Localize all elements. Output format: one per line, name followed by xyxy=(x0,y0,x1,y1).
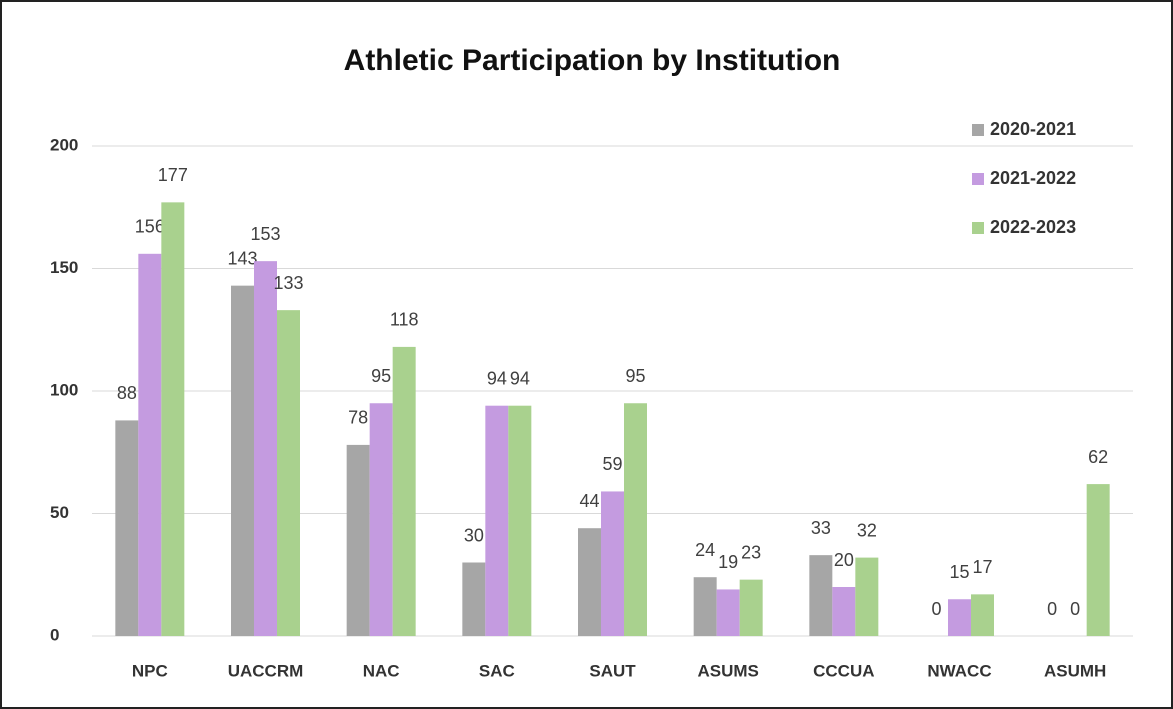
x-tick-label: CCCUA xyxy=(813,661,874,680)
data-label: 17 xyxy=(972,557,992,577)
bar xyxy=(485,405,509,636)
bar xyxy=(809,555,833,636)
data-label: 95 xyxy=(371,366,391,386)
y-tick-label: 50 xyxy=(50,503,69,522)
bar xyxy=(578,528,601,636)
bar xyxy=(693,577,717,636)
x-tick-label: NAC xyxy=(363,661,400,680)
chart-title: Athletic Participation by Institution xyxy=(344,44,841,77)
y-tick-label: 150 xyxy=(50,258,78,277)
y-tick-label: 100 xyxy=(50,380,78,399)
legend-swatch xyxy=(972,222,984,234)
data-label: 78 xyxy=(348,408,368,428)
bar xyxy=(601,491,624,636)
bar xyxy=(462,562,486,636)
data-label: 0 xyxy=(931,599,941,619)
bar xyxy=(948,599,971,636)
data-label: 0 xyxy=(1070,599,1080,619)
bar xyxy=(716,589,740,636)
data-label: 156 xyxy=(135,217,165,237)
legend-label: 2022-2023 xyxy=(990,217,1076,237)
data-label: 153 xyxy=(250,224,280,244)
x-tick-label: SAC xyxy=(479,661,515,680)
bar xyxy=(739,579,763,636)
data-label: 59 xyxy=(602,454,622,474)
data-label: 0 xyxy=(1047,599,1057,619)
data-label: 133 xyxy=(273,273,303,293)
legend-swatch xyxy=(972,173,984,185)
data-label: 20 xyxy=(834,550,854,570)
bar xyxy=(346,444,370,636)
bar xyxy=(971,594,994,636)
x-tick-label: UACCRM xyxy=(228,661,304,680)
bar xyxy=(277,310,300,636)
bar xyxy=(161,202,185,636)
legend-label: 2021-2022 xyxy=(990,168,1076,188)
data-label: 94 xyxy=(487,368,507,388)
x-tick-label: ASUMH xyxy=(1044,661,1106,680)
data-label: 118 xyxy=(390,310,419,330)
x-tick-label: ASUMS xyxy=(697,661,758,680)
x-tick-label: SAUT xyxy=(589,661,636,680)
data-label: 32 xyxy=(857,520,877,540)
data-label: 95 xyxy=(625,366,645,386)
data-label: 94 xyxy=(510,368,530,388)
data-label: 33 xyxy=(811,518,831,538)
data-label: 177 xyxy=(158,165,188,185)
data-label: 88 xyxy=(117,383,137,403)
data-label: 24 xyxy=(695,540,715,560)
data-label: 23 xyxy=(741,542,761,562)
data-label: 30 xyxy=(464,525,484,545)
legend-label: 2020-2021 xyxy=(990,119,1076,139)
x-tick-label: NWACC xyxy=(927,661,991,680)
legend-swatch xyxy=(972,124,984,136)
data-label: 44 xyxy=(579,491,599,511)
data-label: 15 xyxy=(949,562,969,582)
bar xyxy=(508,405,532,636)
y-tick-label: 200 xyxy=(50,135,78,154)
bar xyxy=(855,557,879,636)
bar xyxy=(392,346,416,636)
bar xyxy=(138,253,162,637)
bar xyxy=(832,587,856,636)
bar xyxy=(624,403,647,636)
bar xyxy=(1086,484,1110,636)
bar xyxy=(369,403,393,636)
data-label: 62 xyxy=(1088,447,1108,467)
bar xyxy=(231,285,254,636)
x-tick-label: NPC xyxy=(132,661,168,680)
bar xyxy=(115,420,139,636)
data-label: 143 xyxy=(227,248,257,268)
y-tick-label: 0 xyxy=(50,625,59,644)
bar xyxy=(254,261,277,636)
data-label: 19 xyxy=(718,552,738,572)
